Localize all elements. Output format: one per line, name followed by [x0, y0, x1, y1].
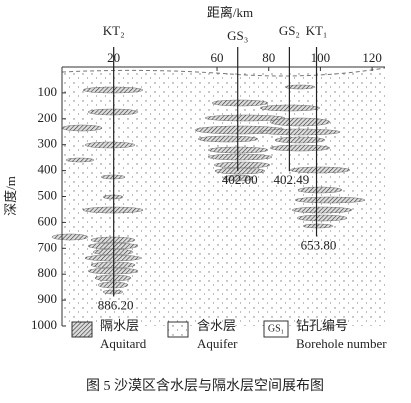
aquitard-lens: [84, 141, 136, 149]
y-tick-label: 400: [38, 162, 58, 177]
aquitard-lens: [294, 196, 366, 204]
aquitard-lens: [302, 223, 334, 229]
aquitard-lenses: [51, 84, 366, 295]
aquitard-lens: [211, 99, 269, 107]
x-tick-label: 60: [211, 50, 224, 65]
y-tick-label: 1000: [31, 317, 57, 332]
depth-label: 653.80: [301, 237, 337, 252]
legend-swatch: [167, 321, 189, 338]
legend-label: 隔水层: [100, 318, 139, 333]
aquitard-lens: [204, 114, 286, 122]
y-axis-label: 深度/m: [3, 176, 18, 216]
borehole-name: GS₃: [227, 28, 248, 43]
x-tick-label: 100: [311, 50, 331, 65]
aquitard-lens: [87, 267, 139, 275]
aquitard-lens: [291, 206, 353, 214]
aquitard-lens: [84, 254, 142, 262]
aquitard-lens: [207, 153, 273, 161]
legend-label: Aquifer: [197, 336, 238, 351]
caption: 图 5 沙漠区含水层与隔水层空间展布图: [86, 378, 324, 394]
ground-surface: [61, 67, 386, 77]
aquitard-lens: [222, 174, 254, 182]
borehole-name: KT₂: [103, 23, 125, 38]
y-tick-label: 700: [38, 239, 58, 254]
aquitard-lens: [259, 128, 341, 136]
y-tick-label: 500: [38, 187, 58, 202]
legend-swatch: [263, 320, 289, 338]
y-tick-label: 900: [38, 291, 58, 306]
aquitard-lens: [90, 261, 136, 269]
y-tick-label: 200: [38, 110, 58, 125]
aquitard-lens: [92, 248, 134, 256]
aquitard-lens: [82, 206, 144, 214]
aquitard-lens: [259, 104, 321, 112]
depth-label: 886.20: [98, 298, 134, 313]
legend-label: 含水层: [197, 318, 236, 333]
x-tick-label: 120: [362, 50, 382, 65]
aquitard-lens: [297, 186, 343, 194]
x-tick-label: 80: [262, 50, 275, 65]
aquitard-lens: [284, 84, 316, 90]
aquitard-lens: [269, 117, 331, 127]
aquitard-lens: [274, 136, 326, 144]
legend-symbol: GS₁: [268, 323, 284, 334]
x-axis-label: 距离/km: [207, 5, 253, 20]
legend-label: Aquitard: [100, 336, 147, 351]
legend-swatch: [71, 321, 93, 338]
aquitard-lens: [94, 274, 132, 282]
aquitard-lens: [82, 86, 144, 94]
aquitard-lens: [97, 281, 129, 289]
borehole-name: GS₂: [279, 23, 300, 38]
y-tick-label: 100: [38, 84, 58, 99]
aquitard-lens: [51, 233, 89, 241]
aquitard-lens: [296, 214, 348, 222]
y-tick-label: 800: [38, 265, 58, 280]
aquitard-lens: [214, 167, 266, 175]
legend: 隔水层 Aquitard 含水层 Aquifer GS₁ 钻孔编号 Boreho…: [71, 318, 387, 351]
aquitard-lens: [102, 289, 124, 295]
legend-label: 钻孔编号: [296, 318, 348, 333]
aquitard-lens: [289, 166, 351, 174]
borehole-name: KT₁: [306, 23, 328, 38]
aquitard-lens: [90, 236, 136, 244]
legend-label: Borehole number: [296, 336, 387, 351]
aquitard-lens: [61, 124, 103, 132]
aquitard-lens: [269, 144, 331, 152]
y-tick-label: 600: [38, 213, 58, 228]
aquitard-lens: [65, 157, 95, 163]
depth-label: 402.49: [274, 172, 310, 187]
aquitard-lens: [213, 161, 271, 169]
aquitard-lens: [102, 194, 124, 200]
aquitard-lens: [87, 242, 139, 250]
y-tick-label: 300: [38, 136, 58, 151]
aquitard-lens: [197, 135, 259, 143]
aquitard-lens: [87, 108, 139, 116]
aquitard-lens: [100, 174, 126, 180]
depth-label: 402.00: [222, 172, 258, 187]
